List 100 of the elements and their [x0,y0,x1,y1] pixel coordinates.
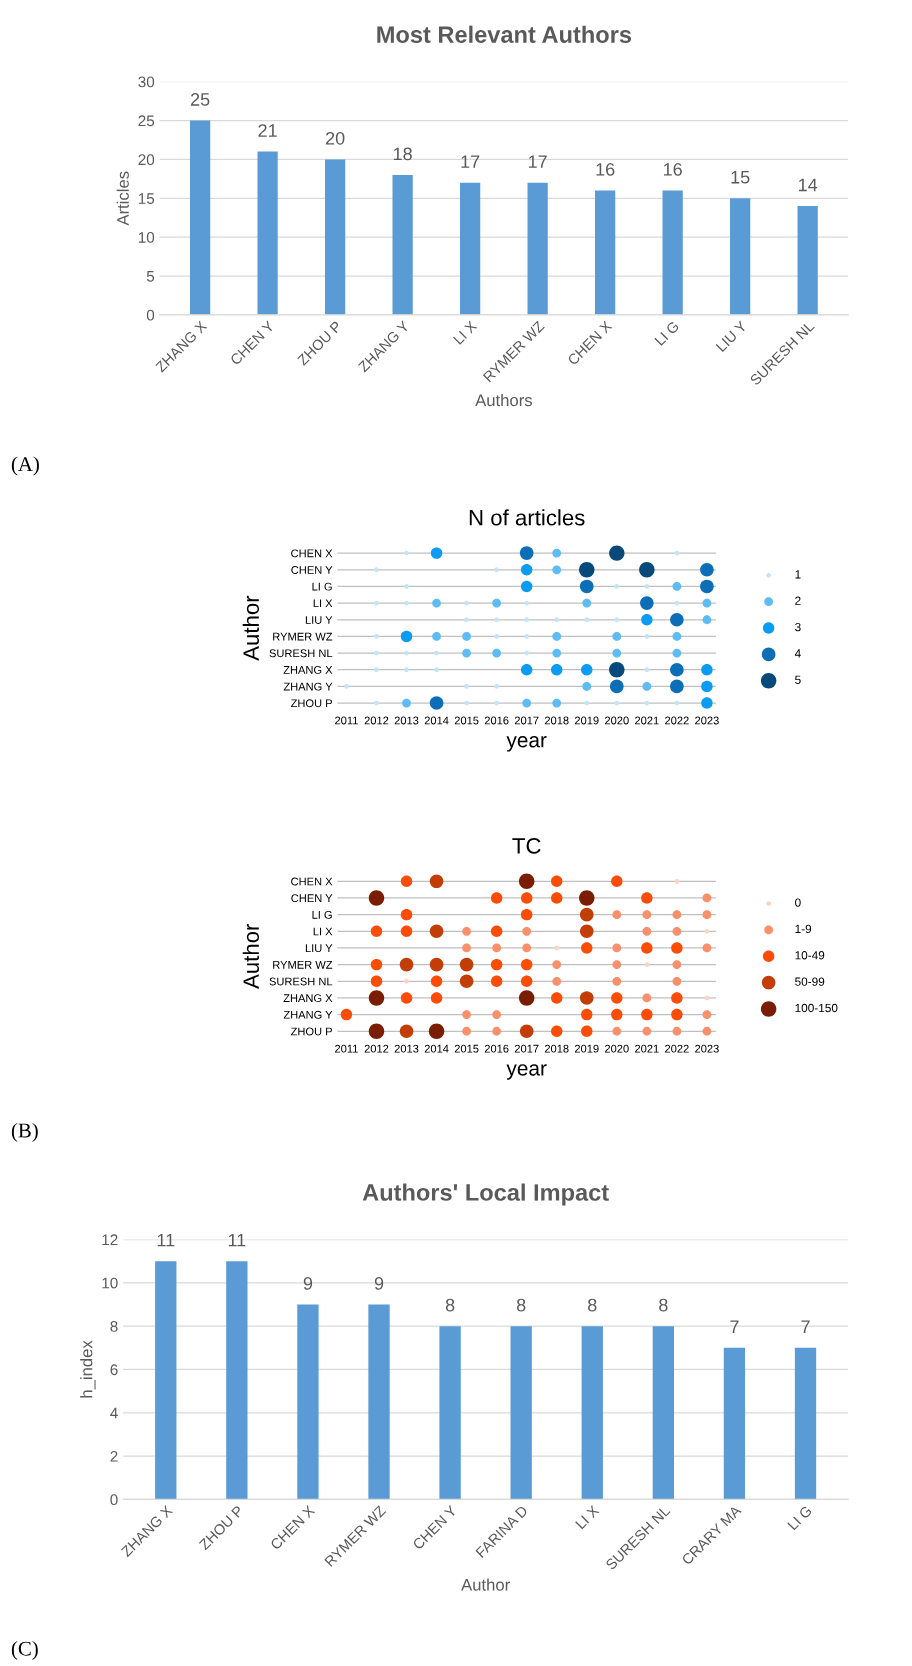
text: (B) [11,1122,38,1142]
x-tick-label: 2019 [574,716,599,725]
legend-label: 3 [795,622,801,632]
x-tick-label: 2011 [335,1044,358,1053]
y-tick-label: LIU Y [305,616,333,624]
y-axis-title: Articles [116,171,129,226]
x-tick-label: LIU Y [715,320,748,353]
text: (C) [11,1641,38,1660]
y-tick-label: 10 [102,1277,118,1289]
data-label: 18 [393,147,412,161]
bar [595,190,616,315]
bar [439,1326,461,1500]
y-tick-label: ZHANG X [283,994,333,1003]
bar [662,190,683,315]
y-tick-label: 30 [138,76,155,88]
x-tick-label: 2015 [454,1044,479,1053]
x-tick-label: 2016 [484,1044,509,1053]
data-label: 7 [730,1320,739,1333]
x-tick-label: 2012 [364,716,389,725]
x-axis-title: year [506,736,547,752]
y-tick-label: CHEN Y [291,566,333,574]
y-tick-label: CHEN X [291,549,333,558]
x-tick-label: 2021 [635,1044,659,1053]
data-label: 7 [801,1320,810,1333]
x-tick-label: 2017 [514,1044,539,1053]
x-tick-label: 2017 [514,716,539,725]
data-label: 9 [303,1277,313,1290]
y-tick-label: ZHANG Y [283,1010,333,1019]
bar [460,182,481,315]
chart-title: TC [512,838,541,854]
y-axis-title: Author [242,923,260,989]
legend-label: 1-9 [795,924,812,934]
data-label: 8 [659,1298,668,1312]
y-tick-label: ZHOU P [290,699,332,708]
y-tick-label: LI X [313,927,333,936]
data-label: 8 [516,1298,526,1312]
data-label: 21 [258,124,277,137]
bar [368,1304,390,1500]
data-label: 8 [445,1298,455,1312]
bar [226,1261,248,1500]
y-tick-label: 10 [138,231,155,243]
bar [392,174,413,315]
legend-label: 10-49 [795,951,825,960]
bar [510,1326,532,1500]
x-tick-label: 2019 [574,1044,599,1053]
y-tick-label: RYMER WZ [273,632,333,641]
x-tick-label: 2015 [454,716,479,725]
chart-title: Authors' Local Impact [362,1183,609,1206]
y-tick-label: LI X [313,599,333,608]
legend-label: 4 [794,649,801,658]
x-axis-title: Author [461,1578,510,1591]
legend-label: 50-99 [795,977,825,986]
data-label: 11 [228,1233,246,1247]
y-tick-label: SURESH NL [269,977,333,986]
data-label: 17 [461,155,480,168]
y-tick-label: 4 [110,1407,118,1419]
x-tick-label: 2013 [394,716,419,725]
x-tick-label: LI G [654,320,680,346]
bar [527,182,548,315]
legend-label: 2 [795,596,801,605]
y-axis-title: h_index [80,1340,96,1398]
y-tick-label: 25 [138,115,155,127]
y-tick-label: LI G [312,582,332,591]
x-tick-label: 2020 [605,716,629,725]
bar [189,120,211,315]
y-tick-label: 15 [138,193,155,204]
x-tick-label: 2021 [635,716,659,725]
chart-title: N of articles [469,509,585,526]
x-tick-label: 2022 [665,716,689,725]
bar [581,1326,603,1500]
y-tick-label: ZHANG X [283,666,333,674]
x-tick-label: 2014 [424,716,449,725]
x-tick-label: 2020 [605,1044,629,1053]
data-label: 17 [528,155,547,168]
x-tick-label: 2011 [335,716,358,725]
bar [257,151,278,315]
bar [730,198,751,315]
y-tick-label: 20 [138,154,155,166]
y-tick-label: 0 [110,1494,118,1506]
y-tick-label: 0 [146,309,155,321]
legend-label: 0 [795,898,801,907]
x-tick-label: 2016 [484,716,509,725]
data-label: 20 [325,131,345,145]
x-tick-label: LI X [453,320,478,345]
x-tick-label: LI G [787,1505,813,1531]
y-tick-label: ZHOU P [290,1027,332,1036]
y-axis-title: Author [242,595,260,661]
y-tick-label: RYMER WZ [273,961,333,969]
bar [794,1347,817,1500]
data-label: 15 [731,170,750,184]
data-label: 25 [190,93,210,106]
bar [324,159,346,315]
y-tick-label: CHEN X [291,877,333,886]
data-label: 9 [374,1277,384,1290]
y-tick-label: 8 [110,1321,118,1332]
legend-label: 5 [795,675,801,684]
y-tick-label: ZHANG Y [283,682,333,691]
bar [297,1304,319,1500]
legend-label: 100-150 [795,1003,838,1013]
data-label: 16 [663,163,682,176]
